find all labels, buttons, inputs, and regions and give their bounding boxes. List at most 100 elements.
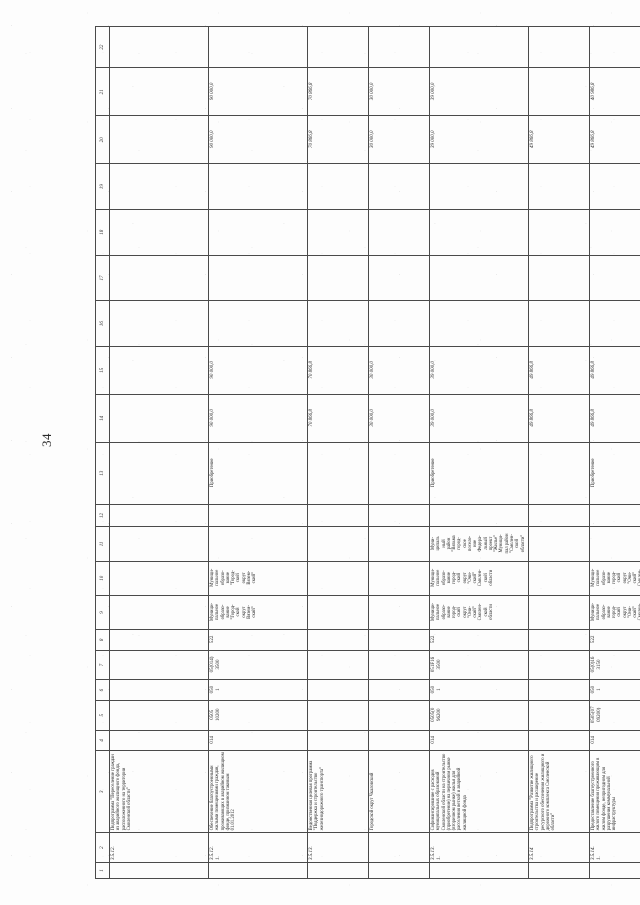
cell-budget-code: 0505 10200 bbox=[208, 700, 308, 731]
cell-amount bbox=[109, 209, 209, 256]
cell-marker bbox=[307, 862, 369, 879]
cell-action: Приобретение bbox=[429, 442, 529, 505]
cell-amount bbox=[368, 255, 430, 301]
table-outer: 1 2 3 4 5 6 7 8 9 10 11 12 13 14 15 16 1 bbox=[95, 26, 640, 879]
cell-municipality: Муни- ципаль ный район "Вязьма город- ск… bbox=[429, 526, 529, 562]
cell-budget-code bbox=[528, 679, 590, 701]
cell-municipality bbox=[109, 526, 209, 562]
cell-amount: 49 866,8 bbox=[589, 115, 640, 164]
cell-amount bbox=[109, 163, 209, 210]
cell-budget-code bbox=[307, 700, 369, 731]
cell-action: Приобретение bbox=[589, 442, 640, 505]
cell-amount bbox=[307, 255, 369, 301]
cell-item-number: 3.5.14. 1. bbox=[589, 832, 640, 863]
cell-municipality bbox=[307, 595, 369, 630]
table-row: Городской округ Чкаловский 30 000,0 30 000… bbox=[368, 26, 430, 879]
cell-budget-code: 522 bbox=[429, 629, 529, 651]
cell-amount bbox=[109, 26, 209, 68]
cell-budget-code: 0505(0 96200 bbox=[429, 700, 529, 731]
cell-municipality bbox=[307, 526, 369, 562]
cell-amount bbox=[528, 67, 590, 116]
cell-budget-code: 014 bbox=[429, 730, 529, 751]
cell-budget-code bbox=[528, 730, 590, 751]
cell-description: Городской округ Чкаловский bbox=[368, 750, 430, 833]
colnum-7: 7 bbox=[95, 650, 110, 680]
cell-amount bbox=[208, 209, 308, 256]
cell-amount bbox=[109, 255, 209, 301]
colnum-10: 10 bbox=[95, 561, 110, 596]
cell-amount: 30 000,0 bbox=[368, 346, 430, 395]
cell-municipality bbox=[429, 504, 529, 527]
cell-amount bbox=[109, 300, 209, 347]
cell-municipality: Муници- пальное образо- вание "Город- ск… bbox=[208, 561, 308, 596]
cell-amount bbox=[429, 300, 529, 347]
colnum-6: 6 bbox=[95, 679, 110, 701]
table-body: 3.5.12. Подпрограмма "Переселение граждан… bbox=[109, 26, 640, 879]
cell-amount bbox=[368, 300, 430, 347]
cell-description: Софинансирование с расходов муниципальны… bbox=[429, 750, 529, 833]
cell-amount: 39 000,0 bbox=[429, 346, 529, 395]
cell-amount: 90 000,0 bbox=[208, 394, 308, 443]
cell-description: Подпрограмма "Развитие жилищного строите… bbox=[528, 750, 590, 833]
cell-budget-code bbox=[307, 650, 369, 680]
cell-amount bbox=[109, 394, 209, 443]
colnum-12: 12 bbox=[95, 504, 110, 527]
cell-amount bbox=[528, 163, 590, 210]
cell-budget-code bbox=[528, 629, 590, 651]
cell-amount: 70 866,8 bbox=[307, 394, 369, 443]
cell-amount bbox=[307, 300, 369, 347]
colnum-22: 22 bbox=[95, 26, 110, 68]
cell-item-number: 3.5.13. 1. bbox=[429, 832, 529, 863]
cell-budget-code: 522 bbox=[589, 629, 640, 651]
cell-amount bbox=[368, 163, 430, 210]
cell-item-number: 3.5.14 bbox=[528, 832, 590, 863]
cell-budget-code: 014 bbox=[589, 730, 640, 751]
cell-budget-code: 050 1 bbox=[208, 679, 308, 701]
colnum-21: 21 bbox=[95, 67, 110, 116]
cell-amount bbox=[109, 115, 209, 164]
cell-amount bbox=[589, 163, 640, 210]
cell-description: Подпрограмма "Переселение граждан из ава… bbox=[109, 750, 209, 833]
cell-action: Приобретение bbox=[208, 442, 308, 505]
colnum-18: 18 bbox=[95, 209, 110, 256]
cell-amount: 30 000,0 bbox=[368, 394, 430, 443]
cell-amount: 30 000,0 bbox=[368, 115, 430, 164]
cell-amount: 90 000,0 bbox=[208, 346, 308, 395]
cell-amount bbox=[528, 255, 590, 301]
cell-amount bbox=[589, 209, 640, 256]
cell-municipality: Муници- пальное образо- вание "Город- ск… bbox=[208, 595, 308, 630]
cell-action bbox=[528, 442, 590, 505]
cell-budget-code bbox=[109, 730, 209, 751]
cell-budget-code bbox=[368, 700, 430, 731]
cell-marker bbox=[368, 862, 430, 879]
colnum-8: 8 bbox=[95, 629, 110, 651]
cell-item-number: 3.5.12. bbox=[109, 832, 209, 863]
cell-budget-code: 050 1 bbox=[589, 679, 640, 701]
cell-description: Ведомственная целевая программа "Поддерж… bbox=[307, 750, 369, 833]
cell-marker bbox=[528, 862, 590, 879]
colnum-2: 2 bbox=[95, 832, 110, 863]
colnum-17: 17 bbox=[95, 255, 110, 301]
cell-amount bbox=[589, 26, 640, 68]
cell-municipality bbox=[109, 595, 209, 630]
cell-budget-code bbox=[368, 650, 430, 680]
cell-amount bbox=[429, 26, 529, 68]
cell-amount: 39 000,0 bbox=[429, 115, 529, 164]
cell-budget-code bbox=[528, 650, 590, 680]
table-row: 3.5.12. 1. Обеспечение благоустроенными ж… bbox=[208, 26, 308, 879]
colnum-9: 9 bbox=[95, 595, 110, 630]
cell-marker bbox=[429, 862, 529, 879]
cell-amount bbox=[429, 163, 529, 210]
cell-municipality: Муници- пальное образо- вание город- ски… bbox=[429, 595, 529, 630]
colnum-15: 15 bbox=[95, 346, 110, 395]
table-row: 3.5.14. 1. Предоставление благоустроенног… bbox=[589, 26, 640, 879]
cell-budget-code bbox=[307, 730, 369, 751]
cell-action bbox=[109, 442, 209, 505]
cell-item-number: 3.5.13. bbox=[307, 832, 369, 863]
cell-budget-code: 522 bbox=[208, 629, 308, 651]
cell-budget-code bbox=[109, 700, 209, 731]
cell-municipality bbox=[589, 504, 640, 527]
cell-municipality bbox=[528, 561, 590, 596]
cell-budget-code bbox=[109, 629, 209, 651]
cell-amount: 30 000,0 bbox=[368, 67, 430, 116]
